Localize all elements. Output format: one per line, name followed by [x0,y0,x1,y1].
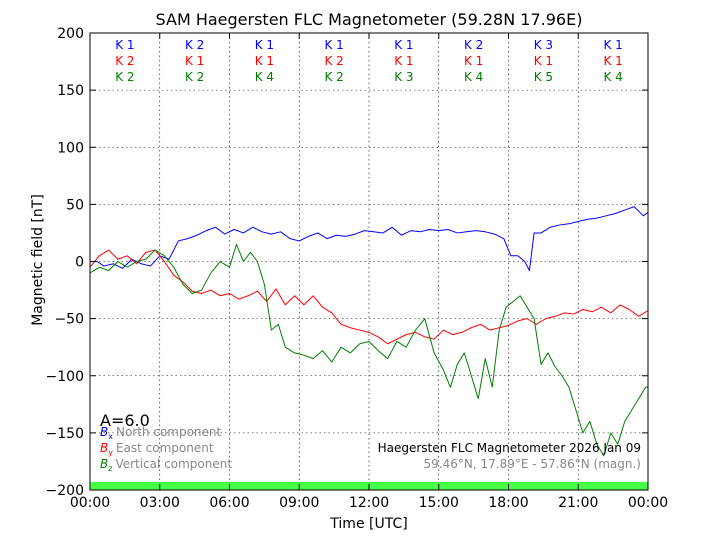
station-annotation: Haegersten FLC Magnetometer 2026 Jan 09 [378,441,641,455]
y-tick-label: 50 [66,197,84,213]
legend-subscript: z [108,464,112,473]
y-tick-label: −150 [46,426,84,442]
a-index-label: A=6.0 [100,411,150,430]
x-tick-label: 03:00 [140,495,180,511]
coords-annotation: 59.46°N, 17.89°E - 57.86°N (magn.) [424,457,641,471]
series-line-3 [89,243,648,457]
y-tick-label: 150 [57,83,84,99]
legend-entry: Bx North component [100,425,222,441]
x-tick-label: 12:00 [349,495,389,511]
x-tick-label: 06:00 [209,495,249,511]
series-line-1 [90,206,649,272]
legend-entry: By East component [100,441,214,457]
legend-symbol: B [100,425,108,439]
legend-entry: Bz Vertical component [100,457,232,473]
x-tick-label: 18:00 [488,495,528,511]
k-index-label: K 1 [603,38,622,52]
k-index-label: K 5 [534,70,553,84]
k-index-label: K 2 [115,70,134,84]
k-index-label: K 2 [464,38,483,52]
legend-subscript: x [108,432,113,441]
y-tick-label: −100 [46,369,84,385]
legend-label: East component [116,441,214,455]
y-tick-label: 100 [57,140,84,156]
k-index-label: K 4 [464,70,483,84]
k-index-label: K 4 [255,70,274,84]
k-index-label: K 1 [324,38,343,52]
legend-symbol: B [100,457,108,471]
k-index-label: K 1 [534,54,553,68]
k-index-label: K 2 [115,54,134,68]
k-index-label: K 2 [324,54,343,68]
y-axis-label: Magnetic field [nT] [30,194,46,326]
k-index-label: K 1 [255,38,274,52]
k-index-label: K 4 [603,70,622,84]
k-index-label: K 3 [534,38,553,52]
y-tick-label: 0 [75,255,84,271]
k-index-label: K 3 [394,70,413,84]
k-index-label: K 1 [115,38,134,52]
k-index-label: K 1 [603,54,622,68]
k-index-label: K 2 [185,70,204,84]
x-tick-label: 00:00 [628,495,668,511]
k-index-label: K 2 [185,38,204,52]
k-index-label: K 2 [324,70,343,84]
series-line-2 [89,249,649,345]
legend-label: North component [116,425,222,439]
plot-area: K 1 K 2 K 1 K 1 K 1 K 2 K 3 K 1 K 2 K 1 K 1 K 2 K 1 K… [46,26,669,511]
k-index-label: K 1 [185,54,204,68]
y-tick-label: 200 [57,26,84,42]
x-axis-label: Time [UTC] [329,516,407,532]
legend-label: Vertical component [115,457,232,471]
x-tick-label: 00:00 [70,495,110,511]
x-tick-label: 09:00 [279,495,319,511]
y-tick-label: −200 [46,483,84,499]
x-tick-label: 15:00 [419,495,459,511]
legend-symbol: B [100,441,108,455]
x-tick-label: 21:00 [558,495,598,511]
y-tick-label: −50 [54,312,84,328]
k-index-label: K 1 [394,38,413,52]
k-index-label: K 1 [394,54,413,68]
k-index-label: K 1 [464,54,483,68]
chart-title: SAM Haegersten FLC Magnetometer (59.28N … [156,10,583,29]
legend-subscript: y [108,448,113,457]
k-index-label: K 1 [255,54,274,68]
